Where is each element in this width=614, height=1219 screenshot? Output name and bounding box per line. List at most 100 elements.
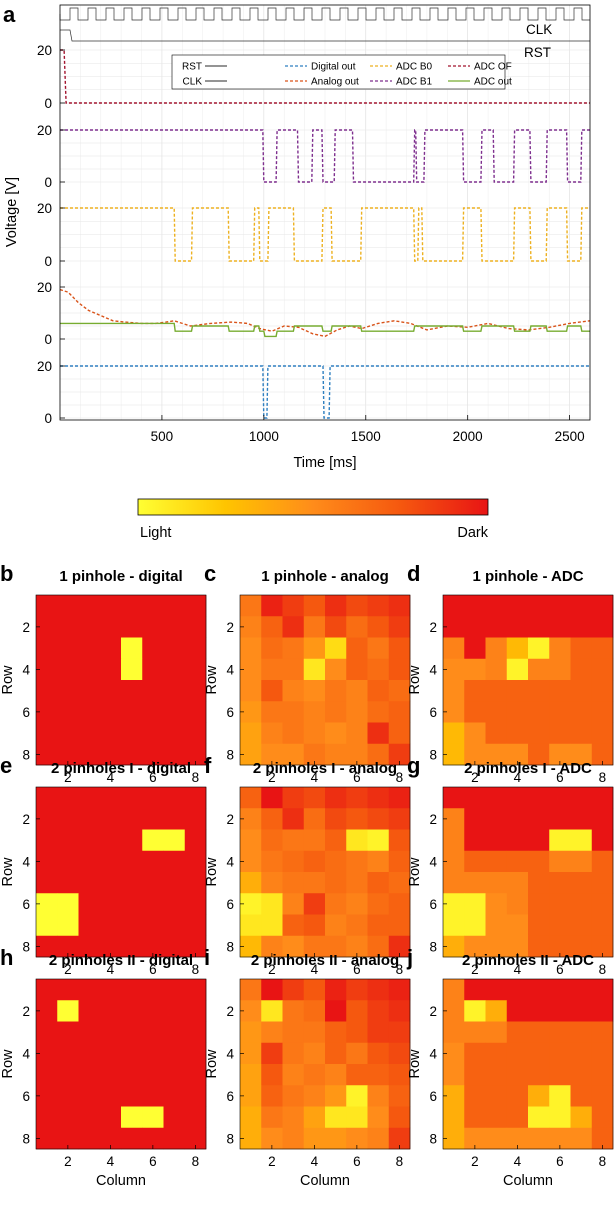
heatmap-cell: [367, 1106, 390, 1129]
y-tick-label: 6: [226, 705, 234, 720]
heatmap-cell: [443, 1106, 465, 1129]
heatmap-cell: [443, 979, 465, 1001]
heatmap-cell: [464, 701, 486, 723]
panel-letter: f: [204, 753, 212, 778]
heatmap-cell: [367, 616, 390, 638]
heatmap-cell: [443, 829, 465, 852]
heatmap-cell: [591, 979, 614, 1001]
y-tick-label: 8: [429, 747, 437, 762]
heatmap-cell: [591, 658, 614, 681]
heatmap-cell: [121, 1127, 143, 1150]
heatmap-cell: [549, 914, 571, 937]
heatmap-cell: [303, 1106, 326, 1129]
heatmap-cell: [485, 1021, 508, 1044]
heatmap-cell: [325, 637, 347, 660]
heatmap-cell: [346, 787, 368, 809]
heatmap-cell: [121, 850, 143, 873]
heatmap-cell: [142, 1000, 164, 1022]
heatmap-cell: [325, 743, 347, 766]
heatmap-cell: [240, 701, 262, 723]
x-tick-label: 4: [514, 962, 522, 977]
heatmap-cell: [99, 595, 122, 617]
y-axis-label: Row: [204, 1049, 220, 1079]
heatmap-cell: [163, 595, 186, 617]
x-tick-label: 2: [64, 770, 72, 785]
heatmap-cell: [464, 808, 486, 830]
heatmap-cell: [367, 829, 390, 852]
y-tick-label: 0: [44, 332, 52, 347]
heatmap-cell: [57, 658, 79, 681]
heatmap-cell: [570, 787, 593, 809]
panel-title: 2 pinholes II - digital: [49, 952, 193, 969]
heatmap-cell: [388, 680, 411, 702]
heatmap-cell: [303, 1000, 326, 1022]
heatmap-cell: [549, 701, 571, 723]
heatmap-cell: [282, 979, 305, 1001]
x-tick-label: 6: [556, 962, 564, 977]
heatmap-cell: [121, 1085, 143, 1107]
panel-letter: e: [0, 753, 12, 778]
heatmap-cell: [367, 914, 390, 937]
clk-label: CLK: [526, 22, 552, 37]
heatmap-cell: [528, 787, 550, 809]
heatmap-cell: [121, 893, 143, 915]
heatmap-cell: [464, 1000, 486, 1022]
heatmap-cell: [36, 680, 58, 702]
heatmap-cell: [325, 1042, 347, 1065]
heatmap-cell: [163, 893, 186, 915]
heatmap-cell: [506, 616, 529, 638]
heatmap-cell: [163, 701, 186, 723]
heatmap-cell: [57, 637, 79, 660]
heatmap-cell: [36, 722, 58, 745]
heatmap-cell: [570, 808, 593, 830]
heatmap-cell: [325, 808, 347, 830]
heatmap-cell: [506, 935, 529, 958]
heatmap-cell: [485, 722, 508, 745]
heatmap-cell: [325, 595, 347, 617]
heatmap-cell: [464, 1021, 486, 1044]
heatmap-cell: [261, 1085, 283, 1107]
heatmap-cell: [142, 680, 164, 702]
heatmap-cell: [528, 872, 550, 894]
heatmap-cell: [240, 1064, 262, 1086]
heatmap-cell: [388, 595, 411, 617]
heatmap-cell: [78, 722, 101, 745]
heatmap-cell: [570, 1106, 593, 1129]
heatmap-cell: [591, 743, 614, 766]
heatmap-cell: [549, 935, 571, 958]
x-tick-label: 8: [192, 962, 200, 977]
legend-label: Digital out: [311, 62, 356, 73]
heatmap-cell: [528, 829, 550, 852]
heatmap-cell: [282, 743, 305, 766]
heatmap-cell: [591, 595, 614, 617]
heatmap-cell: [36, 979, 58, 1001]
heatmap-cell: [388, 701, 411, 723]
heatmap-cell: [142, 637, 164, 660]
y-axis-label: Row: [0, 665, 16, 695]
heatmap-cell: [528, 1127, 550, 1150]
panel-title: 2 pinholes II - analog: [251, 952, 399, 969]
heatmap-cell: [57, 829, 79, 852]
heatmap-cell: [591, 893, 614, 915]
y-tick-label: 4: [226, 854, 234, 869]
heatmap-cell: [528, 1042, 550, 1065]
heatmap-cell: [163, 808, 186, 830]
heatmap-cell: [261, 743, 283, 766]
heatmap-cell: [485, 914, 508, 937]
heatmap-cell: [367, 872, 390, 894]
y-tick-label: 4: [429, 1046, 437, 1061]
heatmap-cell: [57, 1064, 79, 1086]
heatmap-cell: [388, 616, 411, 638]
heatmap-cell: [36, 743, 58, 766]
heatmap-cell: [346, 1085, 368, 1107]
heatmap-cell: [591, 1064, 614, 1086]
heatmap-cell: [443, 616, 465, 638]
heatmap-cell: [240, 658, 262, 681]
heatmap-cell: [325, 1021, 347, 1044]
heatmap-cell: [240, 680, 262, 702]
heatmap-cell: [388, 1064, 411, 1086]
heatmap-cell: [464, 914, 486, 937]
heatmap-cell: [346, 979, 368, 1001]
heatmap-cell: [570, 1021, 593, 1044]
